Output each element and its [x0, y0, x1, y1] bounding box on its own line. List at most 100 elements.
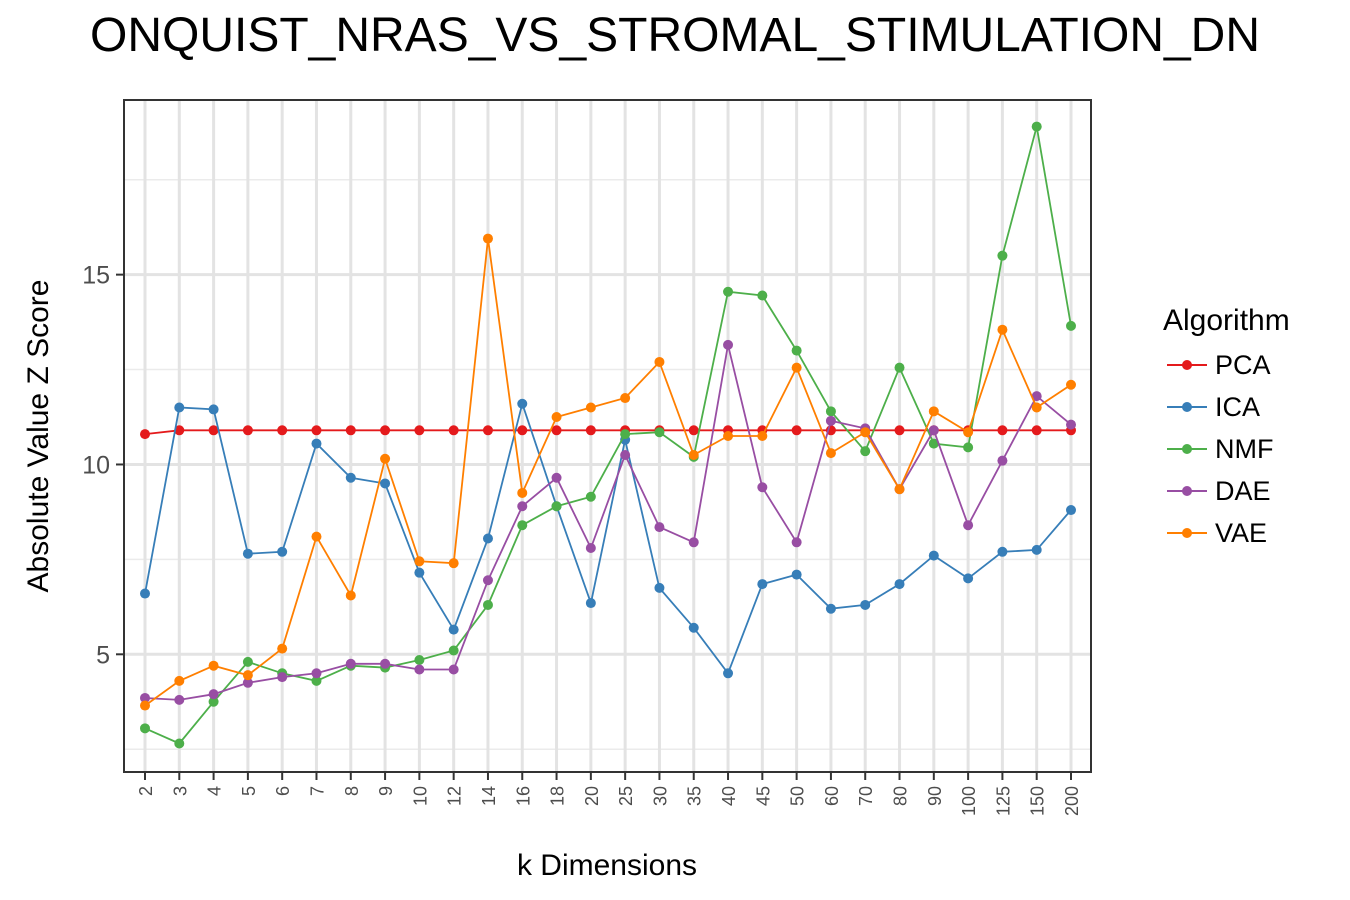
- data-point: [277, 643, 288, 654]
- y-axis-label: Absolute Value Z Score: [22, 280, 55, 593]
- y-axis: 5 10 15: [82, 262, 124, 669]
- legend: Algorithm PCA ICA NMF DAE VAE: [1163, 304, 1290, 554]
- x-tick-label: 40: [719, 786, 739, 806]
- data-point: [174, 425, 185, 436]
- data-point: [311, 531, 322, 542]
- data-point: [517, 398, 528, 409]
- data-point: [517, 501, 528, 512]
- x-tick-label: 30: [650, 786, 670, 806]
- x-tick-label: 25: [616, 786, 636, 806]
- data-point: [414, 664, 425, 675]
- x-tick-label: 20: [582, 786, 602, 806]
- x-tick-label: 16: [513, 786, 533, 806]
- data-point: [825, 603, 836, 614]
- data-point: [174, 738, 185, 749]
- data-point: [380, 478, 391, 489]
- x-tick-label: 6: [273, 786, 293, 796]
- data-point: [1066, 419, 1076, 430]
- data-point: [860, 427, 871, 438]
- x-tick-label: 3: [170, 786, 190, 796]
- series-dae: [140, 339, 1076, 705]
- legend-key-point: [1182, 528, 1192, 538]
- data-point: [963, 427, 974, 438]
- data-point: [448, 425, 459, 436]
- data-point: [654, 356, 665, 367]
- x-tick-label: 8: [342, 786, 362, 796]
- data-point: [242, 548, 253, 559]
- data-point: [1031, 402, 1042, 413]
- y-tick-label: 15: [82, 262, 110, 290]
- data-point: [242, 670, 253, 681]
- plot-frame: [123, 99, 1092, 773]
- data-point: [894, 425, 905, 436]
- x-tick-label: 2: [136, 786, 156, 796]
- data-point: [380, 658, 391, 669]
- data-point: [208, 696, 219, 707]
- data-point: [517, 520, 528, 531]
- data-point: [791, 537, 802, 548]
- x-tick-label: 10: [410, 786, 430, 806]
- data-point: [551, 412, 562, 423]
- data-point: [585, 598, 596, 609]
- data-point: [140, 700, 150, 711]
- x-tick-label: 18: [548, 786, 568, 806]
- data-point: [311, 675, 322, 686]
- data-point: [380, 453, 391, 464]
- data-point: [242, 677, 253, 688]
- data-point: [825, 415, 836, 426]
- data-point: [208, 404, 219, 415]
- legend-key: [1167, 402, 1207, 412]
- series-line-vae: [144, 238, 1072, 707]
- legend-key-point: [1182, 402, 1192, 412]
- data-point: [174, 402, 185, 413]
- legend-label: NMF: [1215, 433, 1274, 464]
- series-layer: [140, 121, 1076, 749]
- data-point: [963, 573, 974, 584]
- data-point: [791, 362, 802, 373]
- legend-item-ica: ICA: [1163, 386, 1290, 428]
- data-point: [791, 345, 802, 356]
- legend-item-nmf: NMF: [1163, 428, 1290, 470]
- data-point: [757, 579, 768, 590]
- data-point: [688, 537, 699, 548]
- x-axis: 2 3 4 5 6 7 8 9 10 12 14 16 18 20 25 30 35 40 45 50 60 70 80 90…: [136, 772, 1082, 816]
- data-point: [517, 487, 528, 498]
- data-point: [997, 324, 1008, 335]
- data-point: [791, 569, 802, 580]
- data-point: [551, 501, 562, 512]
- data-point: [482, 533, 493, 544]
- legend-title: Algorithm: [1163, 304, 1290, 337]
- x-tick-label: 4: [205, 786, 225, 796]
- series-line-nmf: [144, 126, 1072, 745]
- data-point: [757, 290, 768, 301]
- data-point: [825, 448, 836, 459]
- series-line-ica: [144, 400, 1072, 676]
- data-point: [482, 233, 493, 244]
- data-point: [140, 723, 150, 734]
- data-point: [688, 622, 699, 633]
- data-point: [791, 425, 802, 436]
- data-point: [928, 438, 939, 449]
- data-point: [482, 425, 493, 436]
- data-point: [517, 425, 528, 436]
- data-point: [140, 692, 150, 703]
- data-point: [620, 429, 631, 440]
- y-tick-label: 10: [82, 451, 110, 479]
- x-tick-label: 50: [788, 786, 808, 806]
- data-point: [414, 655, 425, 665]
- chart-title: ONQUIST_NRAS_VS_STROMAL_STIMULATION_DN: [89, 9, 1261, 62]
- data-point: [585, 491, 596, 502]
- x-tick-label: 90: [925, 786, 945, 806]
- data-point: [345, 472, 356, 483]
- data-point: [448, 558, 459, 569]
- data-point: [277, 672, 288, 683]
- x-tick-label: 14: [479, 786, 499, 806]
- legend-items: PCA ICA NMF DAE VAE: [1163, 344, 1290, 554]
- x-tick-label: 35: [685, 786, 705, 806]
- data-point: [585, 425, 596, 436]
- series-vae: [140, 233, 1076, 711]
- data-point: [825, 406, 836, 417]
- legend-key: [1167, 528, 1207, 538]
- data-point: [1066, 379, 1076, 390]
